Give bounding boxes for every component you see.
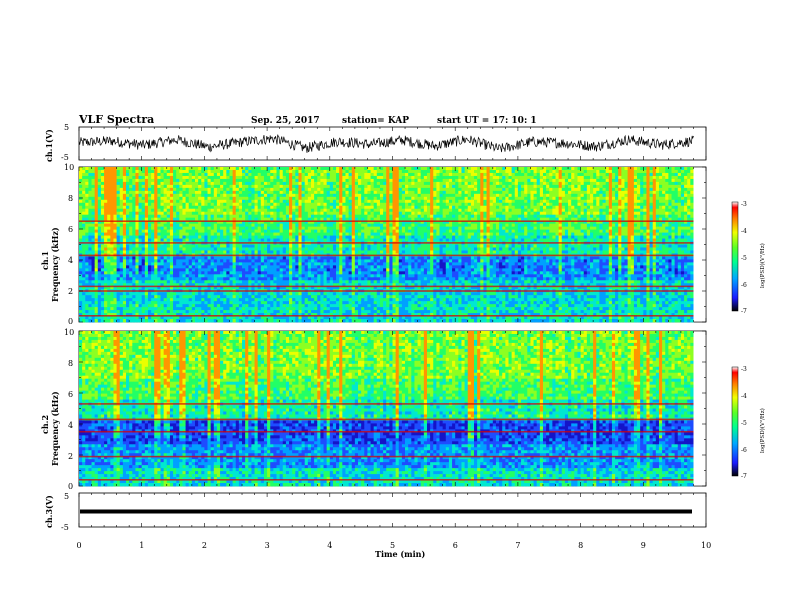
ch2-cb-tick-3: -3 [741,366,747,373]
ch2-colorbar [732,367,738,476]
ch3-waveform-panel: 5 -5 ch.3(V) 0 1 2 3 4 5 6 7 8 9 10 Time (min) [44,492,711,559]
ch3-waveform-line [80,510,692,514]
ch1-cb-tick-5: -5 [741,255,747,262]
ch1-cb-tick-3: -3 [741,201,747,208]
x-tick-label: 3 [265,541,270,550]
ch1-cb-tick-7: -7 [741,308,747,315]
ch2-ylabel-channel: ch.2 [40,415,50,434]
ch1-ylabel-channel: ch.1 [40,251,50,270]
ch1-spectrogram-panel: 0 2 4 6 8 10 ch.1 Frequency (kHz) -3 -4 … [40,163,766,326]
x-tick-label: 0 [77,541,82,550]
ch1-ytick-8: 8 [68,194,73,203]
ch1-colorbar-label: log(PSD)(V²/Hz) [759,243,766,288]
x-tick-label: 10 [701,541,711,550]
ch2-ytick-8: 8 [68,359,73,368]
ch1-ytick-bottom: -5 [61,153,69,162]
x-axis-label: Time (min) [375,549,425,559]
ch1-ytick-10: 10 [64,163,74,172]
date-label: Sep. 25, 2017 [251,116,320,126]
x-tick-label: 6 [453,541,458,550]
ch2-colorbar-label: log(PSD)(V²/Hz) [759,408,766,453]
ch1-ytick-4: 4 [68,256,73,265]
ch2-ytick-10: 10 [64,328,74,337]
ch3-ytick-top: 5 [64,492,69,501]
ch1-ylabel: ch.1(V) [44,129,54,162]
ch2-ytick-6: 6 [68,390,73,399]
figure-title: VLF Spectra [78,113,154,126]
ch2-ytick-2: 2 [68,452,73,461]
ch2-spectrogram-panel: 0 2 4 6 8 10 ch.2 Frequency (kHz) -3 -4 … [40,328,766,491]
x-tick-label: 9 [641,541,646,550]
ch3-ylabel: ch.3(V) [44,495,54,528]
ch2-cb-tick-7: -7 [741,473,747,480]
ch1-ytick-0: 0 [68,317,73,326]
figure: VLF Spectra Sep. 25, 2017 station= KAP s… [0,0,792,612]
ch1-cb-tick-4: -4 [741,228,747,235]
x-tick-label: 4 [327,541,332,550]
x-tick-label: 8 [578,541,583,550]
ch2-cb-tick-6: -6 [741,447,747,454]
ch2-spectrogram-image [79,331,706,486]
ch1-colorbar [732,202,738,311]
x-tick-label: 1 [139,541,144,550]
ch2-cb-tick-5: -5 [741,420,747,427]
ch2-ytick-4: 4 [68,421,73,430]
ch3-ytick-bottom: -5 [61,523,69,532]
ch1-ytick-top: 5 [64,123,69,132]
ch1-ytick-2: 2 [68,287,73,296]
ch1-cb-tick-6: -6 [741,282,747,289]
x-tick-label: 2 [202,541,207,550]
x-tick-label: 7 [515,541,520,550]
ch2-cb-tick-4: -4 [741,393,747,400]
ch1-ylabel-freq: Frequency (kHz) [50,227,60,302]
ch1-ytick-6: 6 [68,225,73,234]
ch2-ytick-0: 0 [68,482,73,491]
ch2-ylabel-freq: Frequency (kHz) [50,391,60,466]
ch1-waveform-panel: 5 -5 ch.1(V) [44,123,706,162]
start-time-label: start UT = 17: 10: 1 [437,116,537,126]
ch1-spectrogram-image [79,167,706,322]
station-label: station= KAP [342,116,409,126]
